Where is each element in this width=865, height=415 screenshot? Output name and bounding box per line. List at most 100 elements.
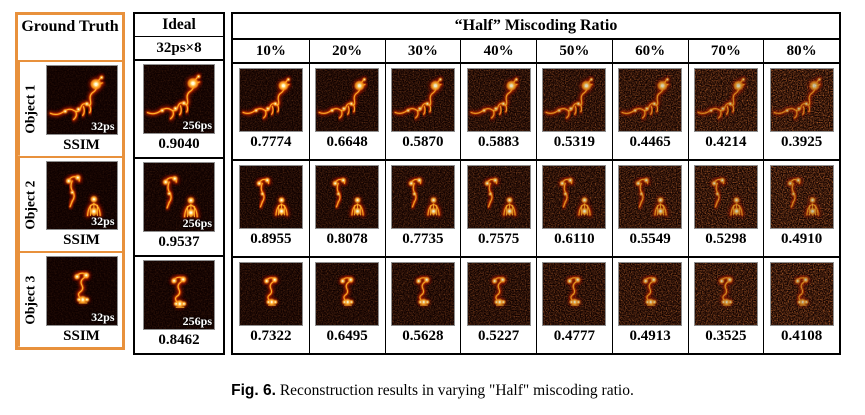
ssim-value: 0.3925 bbox=[781, 134, 823, 150]
figure-caption: Fig. 6. Reconstruction results in varyin… bbox=[0, 382, 865, 400]
ground-truth-cell: 32ps SSIM bbox=[41, 62, 122, 156]
ideal-row: 256ps 0.9537 bbox=[135, 159, 223, 257]
reconstruction-image bbox=[390, 165, 455, 229]
ssim-value: 0.8078 bbox=[326, 231, 368, 247]
ground-truth-rows: Object 1 32ps SSIM Object 2 32ps SSIM Object 3… bbox=[18, 62, 122, 348]
heatmap-image bbox=[694, 263, 757, 325]
ssim-value: 0.4777 bbox=[553, 328, 595, 344]
exposure-overlay-label: 256ps bbox=[182, 216, 212, 230]
miscoding-column-header: 20% bbox=[308, 40, 385, 62]
ssim-label: SSIM bbox=[63, 136, 100, 153]
miscoding-cell: 0.8078 bbox=[308, 161, 385, 256]
miscoding-cell: 0.5298 bbox=[687, 161, 764, 256]
ssim-value: 0.7575 bbox=[478, 231, 520, 247]
ground-truth-cell: 32ps SSIM bbox=[41, 158, 122, 252]
miscoding-column-header: 30% bbox=[384, 40, 461, 62]
miscoding-cell: 0.7322 bbox=[233, 258, 309, 353]
ground-truth-image: 32ps bbox=[45, 65, 118, 135]
ssim-label: SSIM bbox=[63, 328, 100, 345]
miscoding-cell: 0.5319 bbox=[536, 64, 612, 159]
miscoding-cell: 0.6110 bbox=[536, 161, 612, 256]
ssim-value: 0.3525 bbox=[705, 328, 747, 344]
heatmap-image bbox=[543, 166, 606, 228]
heatmap-image bbox=[770, 166, 833, 228]
ssim-value: 0.4913 bbox=[629, 328, 671, 344]
ssim-value: 0.4910 bbox=[781, 231, 823, 247]
heatmap-image bbox=[391, 263, 454, 325]
ssim-label: SSIM bbox=[63, 232, 100, 249]
reconstruction-image bbox=[542, 68, 607, 132]
reconstruction-image bbox=[390, 68, 455, 132]
heatmap-image bbox=[239, 69, 302, 131]
ssim-value: 0.5549 bbox=[629, 231, 671, 247]
miscoding-cell: 0.4913 bbox=[611, 258, 688, 353]
reconstruction-image bbox=[315, 262, 380, 326]
heatmap-image bbox=[239, 263, 302, 325]
ssim-value: 0.5628 bbox=[402, 328, 444, 344]
miscoding-column-header: 40% bbox=[460, 40, 536, 62]
ideal-row: 256ps 0.9040 bbox=[135, 61, 223, 159]
ssim-value: 0.5883 bbox=[478, 134, 520, 150]
heatmap-image bbox=[316, 69, 379, 131]
exposure-overlay-label: 256ps bbox=[182, 314, 212, 328]
heatmap-image bbox=[770, 69, 833, 131]
ground-truth-row: Object 3 32ps SSIM bbox=[18, 253, 122, 348]
ssim-value: 0.4465 bbox=[629, 134, 671, 150]
heatmap-image bbox=[144, 163, 214, 231]
object-label: Object 2 bbox=[18, 157, 41, 252]
caption-label: Fig. 6. bbox=[231, 382, 276, 399]
figure-panels: Ground Truth Object 1 32ps SSIM Object 2 32p… bbox=[15, 12, 841, 355]
miscoding-cell: 0.6648 bbox=[308, 64, 385, 159]
exposure-overlay-label: 32ps bbox=[91, 118, 115, 133]
miscoding-row: 0.7774 0.6648 0.5870 0.5883 0.5319 0.4465 0.42… bbox=[233, 64, 839, 161]
miscoding-column-header: 50% bbox=[536, 40, 612, 62]
miscoding-cell: 0.4108 bbox=[763, 258, 839, 353]
heatmap-image bbox=[46, 257, 117, 326]
miscoding-cell: 0.5628 bbox=[384, 258, 461, 353]
ssim-value: 0.7774 bbox=[250, 134, 292, 150]
miscoding-header: “Half” Miscoding Ratio bbox=[233, 14, 839, 40]
heatmap-image bbox=[694, 166, 757, 228]
heatmap-image bbox=[239, 166, 302, 228]
ideal-header: Ideal bbox=[135, 14, 223, 37]
heatmap-image bbox=[46, 161, 117, 230]
ssim-value: 0.6648 bbox=[326, 134, 368, 150]
heatmap-image bbox=[770, 263, 833, 325]
miscoding-cell: 0.4910 bbox=[763, 161, 839, 256]
heatmap-image bbox=[467, 166, 530, 228]
heatmap-image bbox=[391, 69, 454, 131]
miscoding-column-header: 70% bbox=[687, 40, 764, 62]
ground-truth-panel: Ground Truth Object 1 32ps SSIM Object 2 32p… bbox=[15, 12, 125, 350]
miscoding-cell: 0.4777 bbox=[536, 258, 612, 353]
heatmap-image bbox=[316, 263, 379, 325]
miscoding-cell: 0.7735 bbox=[384, 161, 461, 256]
reconstruction-image bbox=[466, 262, 531, 326]
ideal-panel: Ideal 32ps×8 256ps 0.9040 256ps 0.9537 256ps… bbox=[133, 12, 225, 355]
exposure-overlay-label: 256ps bbox=[182, 118, 212, 132]
reconstruction-image bbox=[769, 262, 834, 326]
caption-text: Reconstruction results in varying "Half"… bbox=[279, 382, 634, 399]
reconstruction-image bbox=[542, 262, 607, 326]
reconstruction-image bbox=[466, 165, 531, 229]
heatmap-image bbox=[144, 261, 214, 329]
heatmap-image bbox=[46, 66, 117, 134]
ssim-value: 0.8462 bbox=[158, 332, 200, 348]
reconstruction-image bbox=[238, 165, 303, 229]
ssim-value: 0.5319 bbox=[553, 134, 595, 150]
ssim-value: 0.6110 bbox=[554, 231, 595, 247]
heatmap-image bbox=[391, 166, 454, 228]
reconstruction-image bbox=[238, 68, 303, 132]
reconstruction-image bbox=[390, 262, 455, 326]
miscoding-column-headers: 10% 20% 30% 40% 50% 60% 70% 80% bbox=[233, 40, 839, 64]
miscoding-panel: “Half” Miscoding Ratio 10% 20% 30% 40% 50% 60… bbox=[231, 12, 841, 355]
reconstruction-image bbox=[769, 165, 834, 229]
miscoding-cell: 0.7575 bbox=[460, 161, 536, 256]
ssim-value: 0.8955 bbox=[250, 231, 292, 247]
miscoding-cell: 0.6495 bbox=[308, 258, 385, 353]
miscoding-cell: 0.5883 bbox=[460, 64, 536, 159]
miscoding-column-header: 80% bbox=[763, 40, 839, 62]
ideal-subheader: 32ps×8 bbox=[135, 37, 223, 61]
exposure-overlay-label: 32ps bbox=[91, 310, 115, 325]
reconstruction-image bbox=[693, 68, 758, 132]
